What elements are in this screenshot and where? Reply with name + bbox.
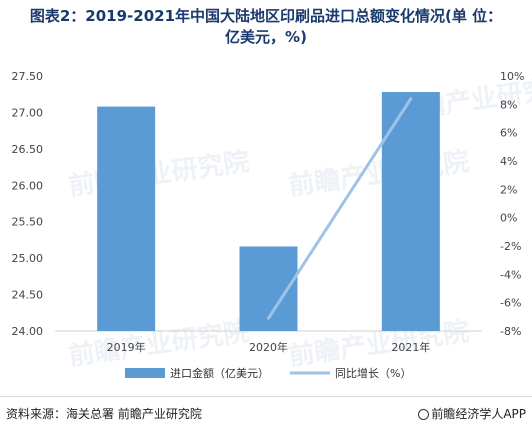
y-right-tick-label: 0% [500,212,517,225]
watermark-text: 前瞻产业研究院 [287,316,472,372]
chart-title-line2: 亿美元，%) [225,28,307,46]
watermark-text: 前瞻产业研究院 [67,316,252,372]
y-left-tick-label: 26.50 [12,143,44,156]
y-left-tick-label: 25.50 [12,216,44,229]
bar-1 [97,106,156,331]
x-tick-label: 2020年 [249,340,288,354]
footer: 资料来源：海关总署 前瞻产业研究院 前瞻经济学人APP [0,396,532,431]
axes-layer: 24.00 24.50 25.00 25.50 26.00 26.50 27.00 27.50… [12,70,525,354]
brand-text: 前瞻经济学人APP [431,407,526,421]
y-right-tick-label: 6% [500,127,517,140]
x-tick-label: 2021年 [391,340,430,354]
y-right-tick-label: -4% [500,268,521,281]
y-right-tick-label: -6% [500,297,521,310]
x-tick-label: 2019年 [107,340,146,354]
y-left-tick-label: 24.50 [12,289,44,302]
watermark-text: 前瞻产业研究院 [67,146,252,202]
y-right-tick-label: 4% [500,155,517,168]
y-right-tick-label: 10% [500,70,524,83]
line-layer [267,97,413,320]
y-right-tick-label: 8% [500,98,517,111]
chart-title: 图表2：2019-2021年中国大陆地区印刷品进口总额变化情况(单 位： 亿美元… [0,6,532,48]
source-note: 资料来源：海关总署 前瞻产业研究院 [6,407,202,421]
y-left-tick-label: 24.00 [12,325,44,338]
brand-logo-icon [418,409,430,420]
legend-label-bar: 进口金额（亿美元） [170,366,269,380]
watermark-text: 前瞻产业研究院 [287,146,472,202]
legend-swatch-bar [125,368,165,378]
y-right-tick-label: -8% [500,325,521,338]
legend: 进口金额（亿美元） 同比增长（%） [125,366,411,380]
growth-line [267,97,413,320]
chart-title-line1: 图表2：2019-2021年中国大陆地区印刷品进口总额变化情况(单 位： [29,7,503,25]
y-left-tick-label: 25.00 [12,252,44,265]
y-left-tick-label: 26.00 [12,179,44,192]
bars-layer [97,92,440,332]
y-right-tick-label: 2% [500,183,517,196]
brand-credit: 前瞻经济学人APP [418,405,526,422]
bar-3 [381,92,440,332]
y-left-tick-label: 27.00 [12,106,44,119]
legend-label-line: 同比增长（%） [335,366,411,380]
y-left-tick-label: 27.50 [12,70,44,83]
y-right-tick-label: -2% [500,240,521,253]
